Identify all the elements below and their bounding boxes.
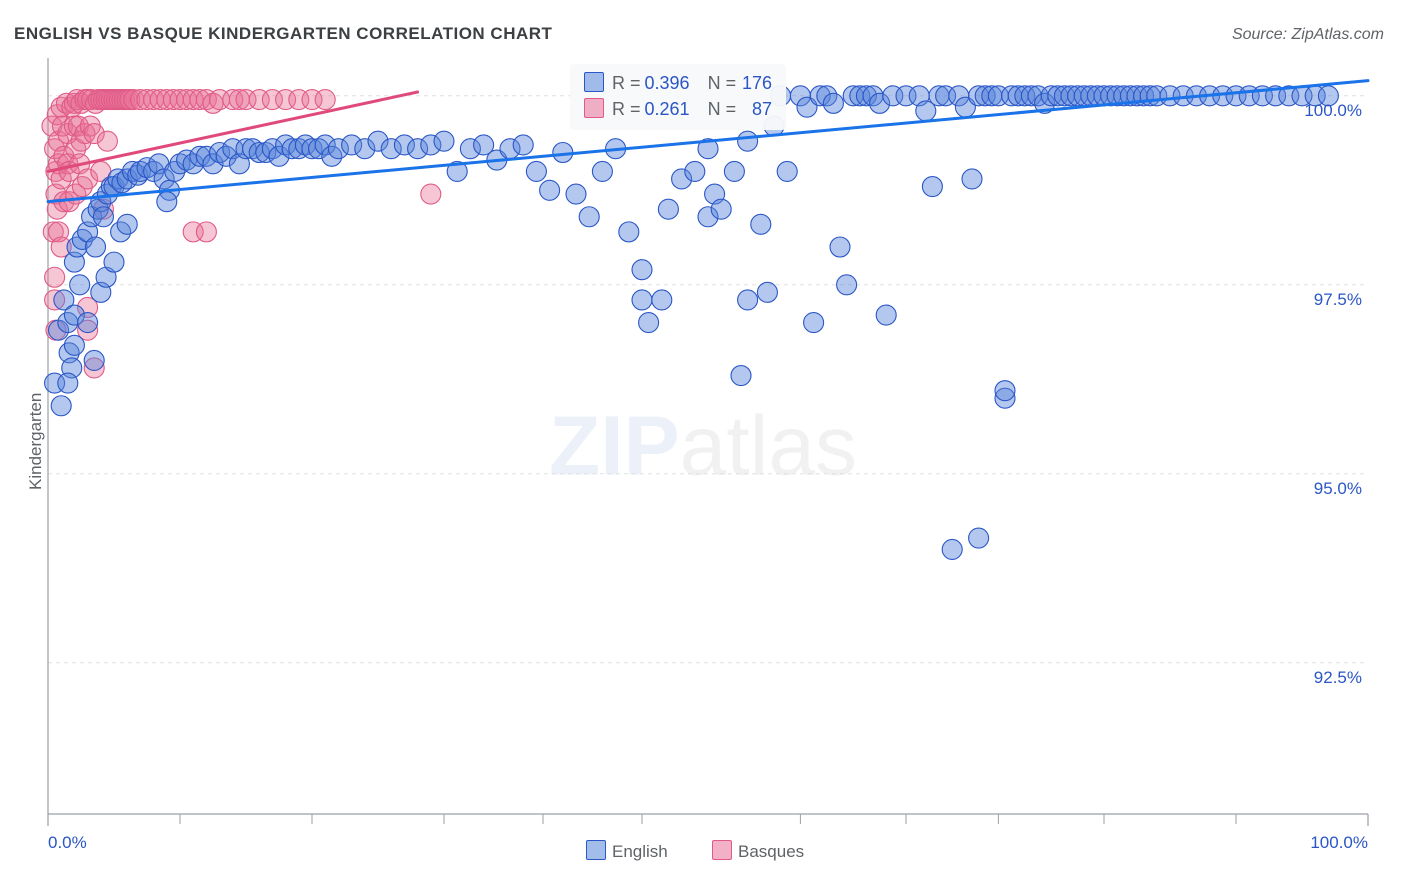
legend-basque: Basques xyxy=(712,840,804,862)
stats-legend: R =0.396N =176R =0.261N =87 xyxy=(570,64,786,130)
correlation-chart: 92.5% 95.0% 97.5% 100.0% 0.0% 100.0% xyxy=(0,0,1406,892)
legend-english-label: English xyxy=(612,842,668,861)
svg-text:100.0%: 100.0% xyxy=(1304,101,1362,120)
svg-text:97.5%: 97.5% xyxy=(1314,290,1362,309)
stats-row-english: R =0.396N =176 xyxy=(584,70,772,96)
legend-english: English xyxy=(586,840,668,862)
svg-text:100.0%: 100.0% xyxy=(1310,833,1368,852)
english-swatch xyxy=(586,840,606,860)
legend-basque-label: Basques xyxy=(738,842,804,861)
svg-text:92.5%: 92.5% xyxy=(1314,668,1362,687)
y-axis-label: Kindergarten xyxy=(26,393,46,490)
basque-swatch xyxy=(712,840,732,860)
stats-row-basque: R =0.261N =87 xyxy=(584,96,772,122)
svg-text:95.0%: 95.0% xyxy=(1314,479,1362,498)
svg-text:0.0%: 0.0% xyxy=(48,833,87,852)
